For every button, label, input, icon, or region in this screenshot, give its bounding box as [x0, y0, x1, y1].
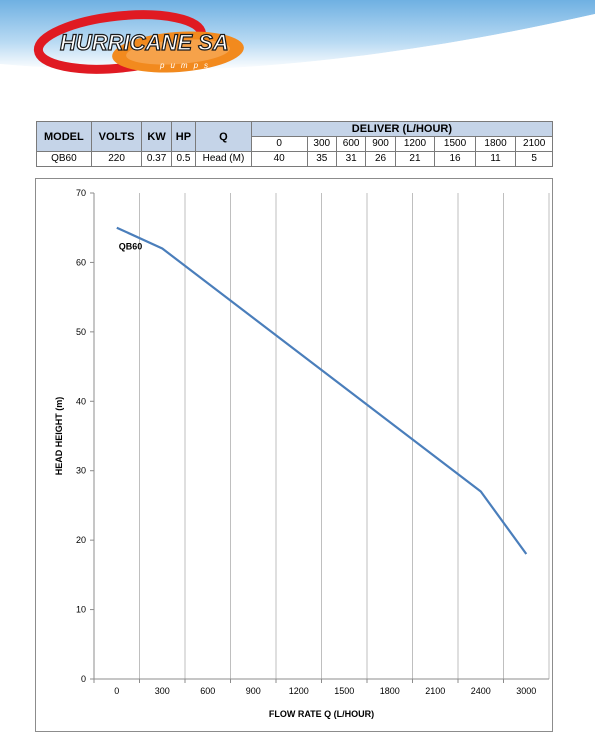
chart-series: QB60 [116, 226, 528, 555]
head-value: 11 [474, 151, 517, 167]
flow-value: 300 [306, 136, 337, 152]
table-row: QB60 220 0.37 0.5 Head (M) 40 35 31 26 2… [36, 151, 553, 167]
model-header: MODEL [36, 121, 92, 152]
x-axis-title: FLOW RATE Q (L/HOUR) [269, 709, 374, 719]
x-tick-label: 900 [246, 686, 261, 696]
deliver-header: DELIVER (L/HOUR) [250, 121, 554, 137]
banner-graphic: HURRICANE SA pumps [0, 0, 595, 79]
head-value: 5 [515, 151, 553, 167]
x-tick-label: 600 [200, 686, 215, 696]
volts-cell: 220 [90, 151, 143, 167]
chart-ticks: 0 10 20 30 40 50 60 70 0 300 600 900 1200 1500 1800 210… [76, 188, 536, 696]
y-tick-label: 40 [76, 396, 86, 406]
flow-value: 1500 [434, 136, 476, 152]
model-cell: QB60 [36, 151, 92, 167]
x-tick-label: 1500 [334, 686, 354, 696]
y-tick-label: 60 [76, 257, 86, 267]
x-tick-label: 1200 [289, 686, 309, 696]
y-tick-label: 0 [81, 674, 86, 684]
x-tick-label: 1800 [380, 686, 400, 696]
y-tick-label: 70 [76, 188, 86, 198]
head-value: 35 [306, 151, 337, 167]
chart-grid [93, 193, 550, 679]
x-tick-label: 3000 [516, 686, 536, 696]
head-value: 21 [394, 151, 436, 167]
x-tick-label: 300 [155, 686, 170, 696]
head-label-cell: Head (M) [195, 151, 252, 167]
table-header-row: MODEL VOLTS KW HP Q DELIVER (L/HOUR) [36, 121, 554, 152]
logo-text: HURRICANE SA [60, 30, 229, 55]
head-value: 16 [434, 151, 476, 167]
head-value: 31 [335, 151, 367, 167]
q-header: Q [195, 121, 252, 152]
flow-value: 2100 [515, 136, 553, 152]
series-line-qb60 [116, 226, 528, 555]
head-value: 26 [365, 151, 396, 167]
y-tick-label: 20 [76, 535, 86, 545]
flow-value: 600 [335, 136, 367, 152]
kw-cell: 0.37 [141, 151, 172, 167]
spec-table: MODEL VOLTS KW HP Q DELIVER (L/HOUR) 0 3… [36, 121, 554, 167]
x-tick-label: 0 [114, 686, 119, 696]
chart-frame: 0 10 20 30 40 50 60 70 0 300 600 900 1200 1500 1800 210… [35, 178, 553, 732]
head-value: 40 [250, 151, 308, 167]
hp-header: HP [170, 121, 197, 152]
series-label: QB60 [119, 242, 143, 252]
hp-cell: 0.5 [170, 151, 197, 167]
x-tick-label: 2100 [425, 686, 445, 696]
logo-subtext: pumps [159, 61, 214, 70]
flow-value: 0 [250, 136, 308, 152]
flow-value: 1800 [474, 136, 517, 152]
kw-header: KW [141, 121, 172, 152]
y-axis-title: HEAD HEIGHT (m) [54, 397, 64, 476]
volts-header: VOLTS [90, 121, 143, 152]
y-tick-label: 30 [76, 466, 86, 476]
performance-chart: 0 10 20 30 40 50 60 70 0 300 600 900 1200 1500 1800 210… [54, 188, 550, 719]
x-tick-label: 2400 [471, 686, 491, 696]
y-tick-label: 50 [76, 327, 86, 337]
flow-value: 1200 [394, 136, 436, 152]
flow-value: 900 [365, 136, 396, 152]
y-tick-label: 10 [76, 605, 86, 615]
header-banner: HURRICANE SA pumps [0, 0, 595, 92]
